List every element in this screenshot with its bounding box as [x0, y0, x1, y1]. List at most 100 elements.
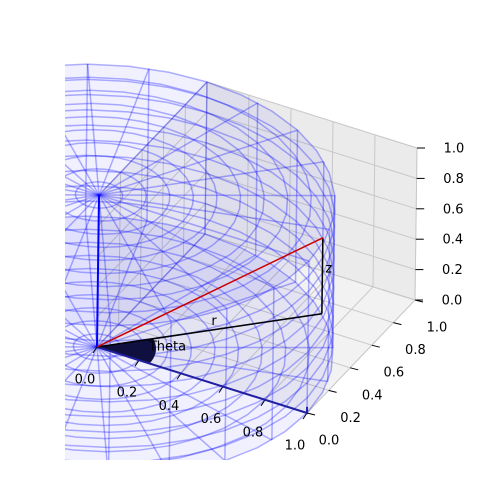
x-tick-label: 1.0	[285, 439, 306, 454]
cylinder-vertical	[47, 321, 49, 473]
grid-line	[97, 172, 416, 287]
cap-spoke	[84, 216, 98, 348]
grid-line	[97, 203, 416, 317]
cap-ring	[65, 254, 263, 440]
y-tick-label: 0.4	[362, 388, 383, 403]
cap-ring	[65, 128, 218, 262]
annotation: r	[211, 314, 217, 329]
cap-ring	[65, 306, 169, 388]
cylinder-vertical	[84, 64, 89, 217]
axis-line	[96, 194, 100, 348]
cylinder-vertical	[294, 130, 299, 283]
cylinder-ring	[65, 63, 336, 327]
x-tick-label: 0.0	[75, 373, 96, 388]
y-tick	[371, 344, 380, 348]
annotation: z	[325, 261, 332, 276]
cap-spoke	[96, 220, 148, 348]
cap-spoke	[96, 254, 257, 348]
cap-ring	[65, 102, 265, 288]
x-tick	[92, 346, 98, 354]
cap-ring	[65, 141, 195, 249]
z-tick-label: 0.6	[443, 202, 464, 217]
cylinder-vertical	[168, 321, 172, 460]
cylinder-ring	[65, 93, 336, 358]
cylinder-ring	[65, 200, 334, 460]
cap-ring	[65, 76, 313, 314]
cylinder-vertical	[204, 81, 208, 235]
z-tick-label: 0.8	[443, 172, 464, 187]
cap-spoke	[98, 194, 228, 310]
cylinder-fill	[65, 64, 335, 326]
cap-spoke	[98, 161, 324, 196]
cap-spoke	[96, 346, 273, 441]
cap-spoke	[65, 346, 98, 430]
cylinder-ring	[65, 169, 335, 434]
cap-ring	[65, 89, 289, 301]
cap-spoke	[96, 346, 226, 460]
cap-spoke	[96, 281, 296, 348]
cap-ring	[65, 154, 171, 236]
cap-spoke	[86, 64, 100, 196]
cylinder-ring	[65, 139, 335, 403]
cap-spoke	[65, 194, 100, 207]
z-tick-label: 0.4	[442, 233, 463, 248]
cylinder-vertical	[224, 308, 228, 460]
cap-spoke	[98, 102, 259, 196]
cap-spoke	[65, 163, 100, 196]
cylinder-vertical	[146, 68, 150, 221]
cap-spoke	[65, 176, 100, 196]
cap-spoke	[65, 317, 98, 348]
cap-ring	[65, 293, 193, 401]
cap-spoke	[98, 194, 330, 231]
cap-spoke	[65, 194, 100, 216]
cap-ring	[65, 228, 311, 460]
cap-spoke	[65, 346, 98, 348]
z-tick-label: 1.0	[444, 142, 465, 157]
cylinder-ring	[65, 124, 335, 388]
grid-line	[96, 233, 416, 348]
cap-spoke	[65, 133, 100, 196]
y-tick-label: 0.0	[319, 434, 340, 449]
x-tick-label: 0.2	[117, 386, 138, 401]
cylinder-ring	[65, 215, 334, 460]
vector	[96, 237, 324, 348]
cylinder-vertical	[271, 287, 275, 441]
cylinder-vertical	[25, 68, 27, 220]
cap-spoke	[65, 194, 100, 196]
cap-spoke	[96, 233, 206, 348]
y-tick	[328, 389, 337, 393]
cylinder-vertical	[332, 195, 336, 348]
cap-spoke	[65, 289, 98, 348]
cap-spoke	[98, 194, 112, 326]
annotation: Theta	[148, 339, 186, 354]
cap-ring	[65, 115, 242, 275]
foreground: 0.00.20.40.60.81.0 0.00.20.40.60.81.00.00…	[75, 142, 465, 454]
x-tick-label: 0.8	[243, 425, 264, 440]
cap-ring	[72, 333, 122, 361]
x-tick-label: 0.4	[159, 399, 180, 414]
cap-spoke	[65, 194, 100, 283]
cap-ring	[65, 320, 145, 374]
y-tick	[393, 322, 402, 326]
cap-spoke	[65, 346, 98, 367]
z-line	[321, 237, 324, 314]
cylinder-ring	[65, 108, 336, 373]
y-tick-label: 0.2	[340, 411, 361, 426]
y-tick-label: 1.0	[427, 321, 448, 336]
x-tick	[176, 373, 182, 380]
cylinder-ring	[65, 184, 335, 449]
axis-line	[96, 346, 309, 415]
y-tick-label: 0.6	[383, 366, 404, 381]
cylinder-vertical	[306, 260, 310, 414]
cap-spoke	[98, 194, 275, 289]
x-tick	[260, 399, 266, 407]
grid-line	[98, 111, 417, 226]
cylinder-vertical	[327, 229, 331, 382]
z-tick-label: 0.2	[442, 263, 463, 278]
cap-spoke	[65, 329, 98, 348]
r-line	[96, 313, 322, 348]
cap-ring	[65, 241, 287, 453]
cap-ring	[65, 267, 240, 427]
cap-spoke	[65, 194, 100, 232]
